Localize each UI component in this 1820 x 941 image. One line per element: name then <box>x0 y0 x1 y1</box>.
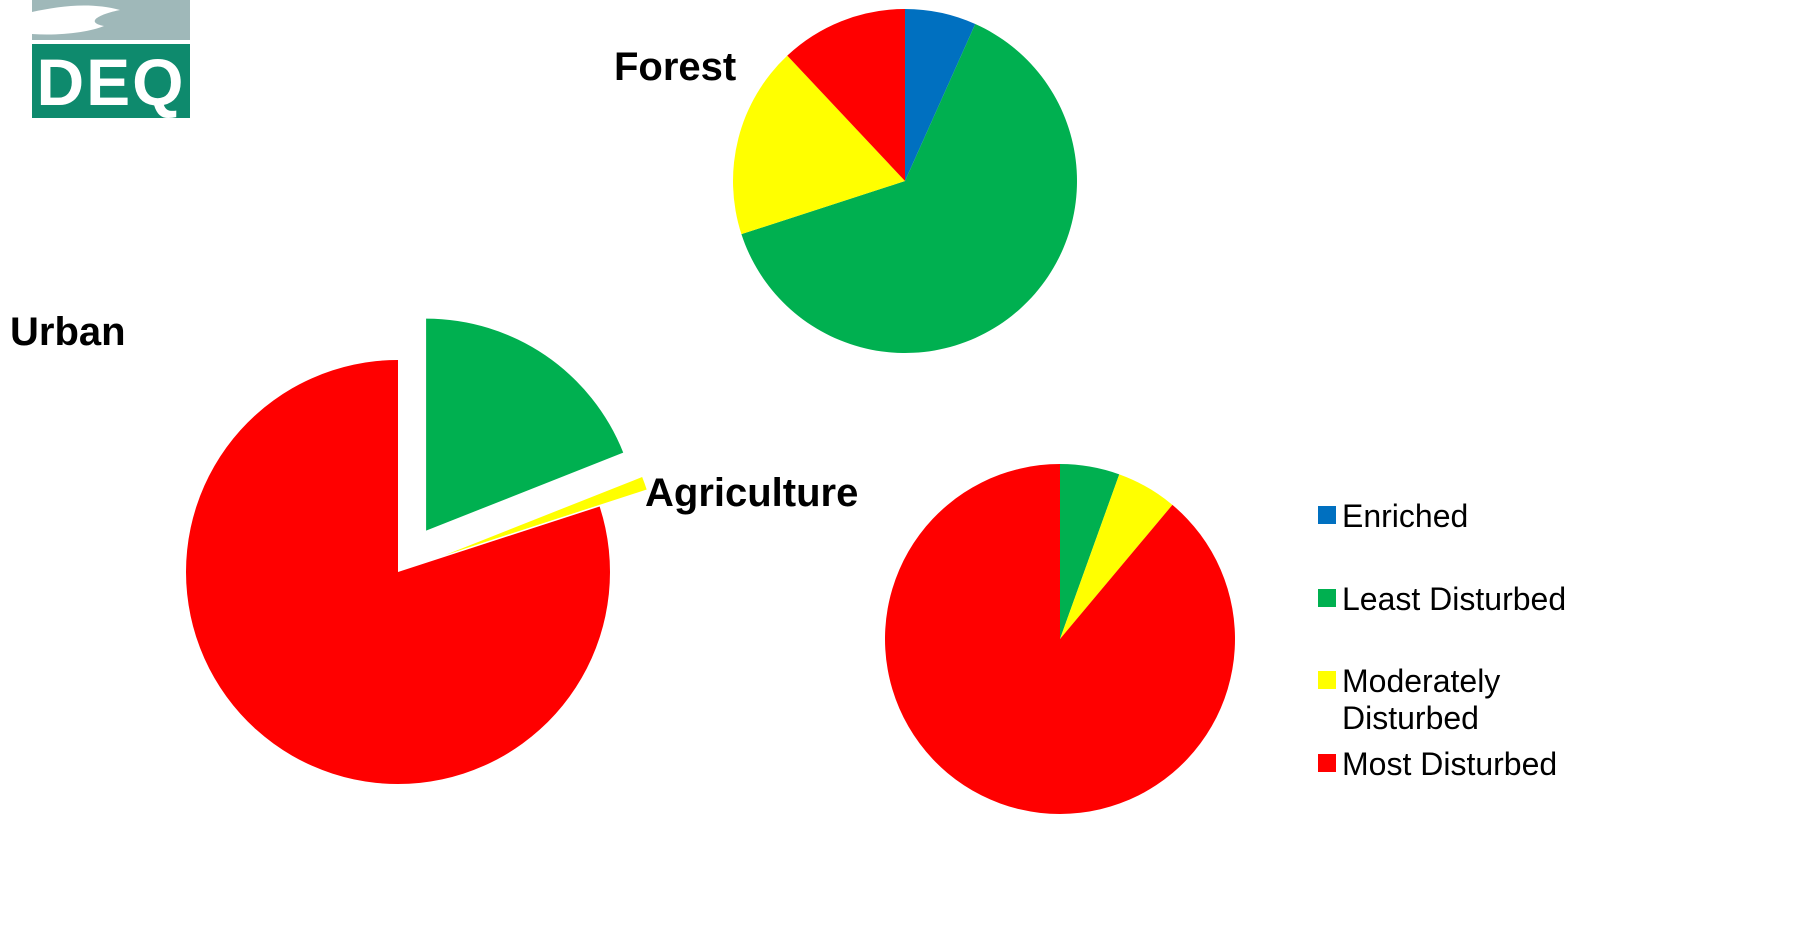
pie-slice-urban-least-disturbed <box>426 318 624 531</box>
logo-bottom-band <box>32 44 190 118</box>
pie-slice-forest-most-disturbed <box>787 9 905 181</box>
logo-text: DEQ <box>36 45 185 119</box>
pie-slice-agriculture-most-disturbed <box>884 464 1235 814</box>
pie-slice-forest-moderately-disturbed <box>733 55 905 235</box>
legend-swatch-enriched <box>1318 506 1336 524</box>
legend-entry-enriched: Enriched <box>1318 498 1468 534</box>
legend: Enriched Least Disturbed Moderately Dist… <box>1318 498 1566 782</box>
legend-swatch-least-disturbed <box>1318 589 1336 607</box>
pie-slice-agriculture-moderately-disturbed <box>1060 474 1173 639</box>
legend-label-moderately-disturbed-line2: Disturbed <box>1342 700 1479 736</box>
pie-slice-forest-enriched <box>905 9 976 181</box>
legend-label-most-disturbed: Most Disturbed <box>1342 746 1557 782</box>
legend-label-enriched: Enriched <box>1342 498 1468 534</box>
pie-title-urban: Urban <box>10 310 126 354</box>
pie-slice-urban-most-disturbed <box>185 360 611 784</box>
legend-entry-least-disturbed: Least Disturbed <box>1318 581 1566 617</box>
legend-entry-moderately-disturbed: Moderately Disturbed <box>1318 663 1500 736</box>
pie-title-forest: Forest <box>614 45 736 89</box>
pie-slice-forest-least-disturbed <box>741 24 1077 353</box>
pie-slice-agriculture-least-disturbed <box>1060 464 1120 639</box>
legend-label-least-disturbed: Least Disturbed <box>1342 581 1566 617</box>
pie-forest <box>733 9 1077 353</box>
pie-slice-urban-moderately-disturbed <box>445 477 647 556</box>
pie-title-agriculture: Agriculture <box>645 471 858 515</box>
legend-entry-most-disturbed: Most Disturbed <box>1318 746 1557 782</box>
legend-label-moderately-disturbed-line1: Moderately <box>1342 663 1500 699</box>
pie-agriculture <box>884 464 1235 814</box>
pie-urban <box>185 318 647 784</box>
logo-river-shape <box>32 5 120 35</box>
legend-swatch-moderately-disturbed <box>1318 671 1336 689</box>
legend-swatch-most-disturbed <box>1318 754 1336 772</box>
deq-logo: DEQ <box>32 0 190 119</box>
